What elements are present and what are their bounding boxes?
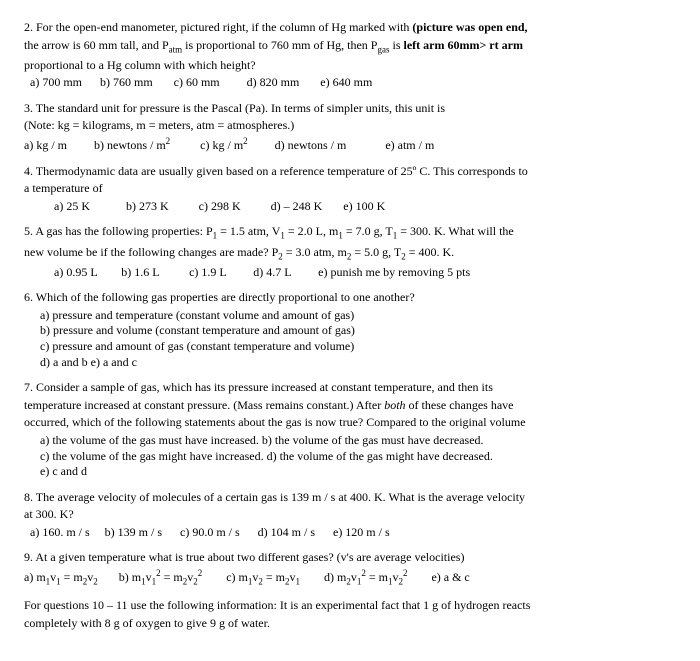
q3-opt-de: d) newtons / m e) atm / m: [248, 138, 435, 152]
q7-opt-e: e) c and d: [40, 464, 676, 480]
footer-line1: For questions 10 – 11 use the following …: [24, 598, 676, 614]
q2-line2-post: is: [389, 38, 403, 52]
q9-options: a) m1v1 = m2v2 b) m1v12 = m2v22 c) m1v2 …: [24, 568, 676, 588]
q8-options: a) 160. m / s b) 139 m / s c) 90.0 m / s…: [24, 525, 676, 541]
question-9: 9. At a given temperature what is true a…: [24, 550, 676, 588]
q2-line2-mid: is proportional to 760 mm of Hg, then P: [182, 38, 377, 52]
q3-line1: 3. The standard unit for pressure is the…: [24, 101, 676, 117]
q7-line3: occurred, which of the following stateme…: [24, 415, 676, 431]
q3-opt-ab: a) kg / m b) newtons / m: [24, 138, 166, 152]
q5-l1-b: = 2.0 L, m: [285, 224, 338, 238]
q5-l2-c: = 400. K.: [406, 245, 454, 259]
q2-sub-gas: gas: [377, 44, 389, 54]
q2-sub-atm: atm: [169, 44, 183, 54]
q2-line1-pre: 2. For the open-end manometer, pictured …: [24, 20, 412, 34]
q5-l2-a: = 3.0 atm, m: [283, 245, 347, 259]
q5-options: a) 0.95 L b) 1.6 L c) 1.9 L d) 4.7 L e) …: [24, 265, 676, 281]
q7-line2: temperature increased at constant pressu…: [24, 398, 676, 414]
q2-options: a) 700 mm b) 760 mm c) 60 mm d) 820 mm e…: [24, 75, 676, 91]
q2-line2-bold: left arm 60mm> rt arm: [404, 38, 523, 52]
q4-line1: 4. Thermodynamic data are usually given …: [24, 164, 676, 180]
question-2: 2. For the open-end manometer, pictured …: [24, 20, 676, 91]
q7-l2-pre: temperature increased at constant pressu…: [24, 398, 384, 412]
q3-line2: (Note: kg = kilograms, m = meters, atm =…: [24, 118, 676, 134]
q5-l1-c: = 7.0 g, T: [343, 224, 393, 238]
q8-line2: at 300. K?: [24, 507, 676, 523]
q5-l1-pre: 5. A gas has the following properties: P: [24, 224, 213, 238]
question-8: 8. The average velocity of molecules of …: [24, 490, 676, 541]
q5-line2: new volume be if the following changes a…: [24, 245, 676, 263]
q3-opt-c: c) kg / m: [170, 138, 243, 152]
q5-l1-a: = 1.5 atm, V: [217, 224, 280, 238]
q5-l2-b: = 5.0 g, T: [351, 245, 401, 259]
footer-note: For questions 10 – 11 use the following …: [24, 598, 676, 631]
q5-l1-d: = 300. K. What will the: [397, 224, 514, 238]
q5-line1: 5. A gas has the following properties: P…: [24, 224, 676, 242]
q2-line2: the arrow is 60 mm tall, and Patm is pro…: [24, 38, 676, 56]
question-6: 6. Which of the following gas properties…: [24, 290, 676, 370]
question-3: 3. The standard unit for pressure is the…: [24, 101, 676, 154]
q2-line2-pre: the arrow is 60 mm tall, and P: [24, 38, 169, 52]
question-5: 5. A gas has the following properties: P…: [24, 224, 676, 280]
q2-line1: 2. For the open-end manometer, pictured …: [24, 20, 676, 36]
q3-options: a) kg / m b) newtons / m2 c) kg / m2 d) …: [24, 136, 676, 154]
question-4: 4. Thermodynamic data are usually given …: [24, 164, 676, 215]
q8-line1: 8. The average velocity of molecules of …: [24, 490, 676, 506]
q6-opt-a: a) pressure and temperature (constant vo…: [40, 308, 676, 324]
q4-line2: a temperature of: [24, 181, 676, 197]
q9-line1: 9. At a given temperature what is true a…: [24, 550, 676, 566]
q7-opt-ab: a) the volume of the gas must have incre…: [40, 433, 676, 449]
q2-line1-bold: (picture was open end,: [412, 20, 527, 34]
q5-l2-pre: new volume be if the following changes a…: [24, 245, 278, 259]
q6-line1: 6. Which of the following gas properties…: [24, 290, 676, 306]
q6-opt-de: d) a and b e) a and c: [40, 355, 676, 371]
q4-options: a) 25 K b) 273 K c) 298 K d) – 248 K e) …: [24, 199, 676, 215]
q7-l2-italic: both: [384, 398, 405, 412]
q6-opt-b: b) pressure and volume (constant tempera…: [40, 323, 676, 339]
q7-line1: 7. Consider a sample of gas, which has i…: [24, 380, 676, 396]
q6-opt-c: c) pressure and amount of gas (constant …: [40, 339, 676, 355]
footer-line2: completely with 8 g of oxygen to give 9 …: [24, 616, 676, 632]
q2-line3: proportional to a Hg column with which h…: [24, 58, 676, 74]
question-7: 7. Consider a sample of gas, which has i…: [24, 380, 676, 480]
q7-l2-post: of these changes have: [406, 398, 514, 412]
q7-opt-cd: c) the volume of the gas might have incr…: [40, 449, 676, 465]
